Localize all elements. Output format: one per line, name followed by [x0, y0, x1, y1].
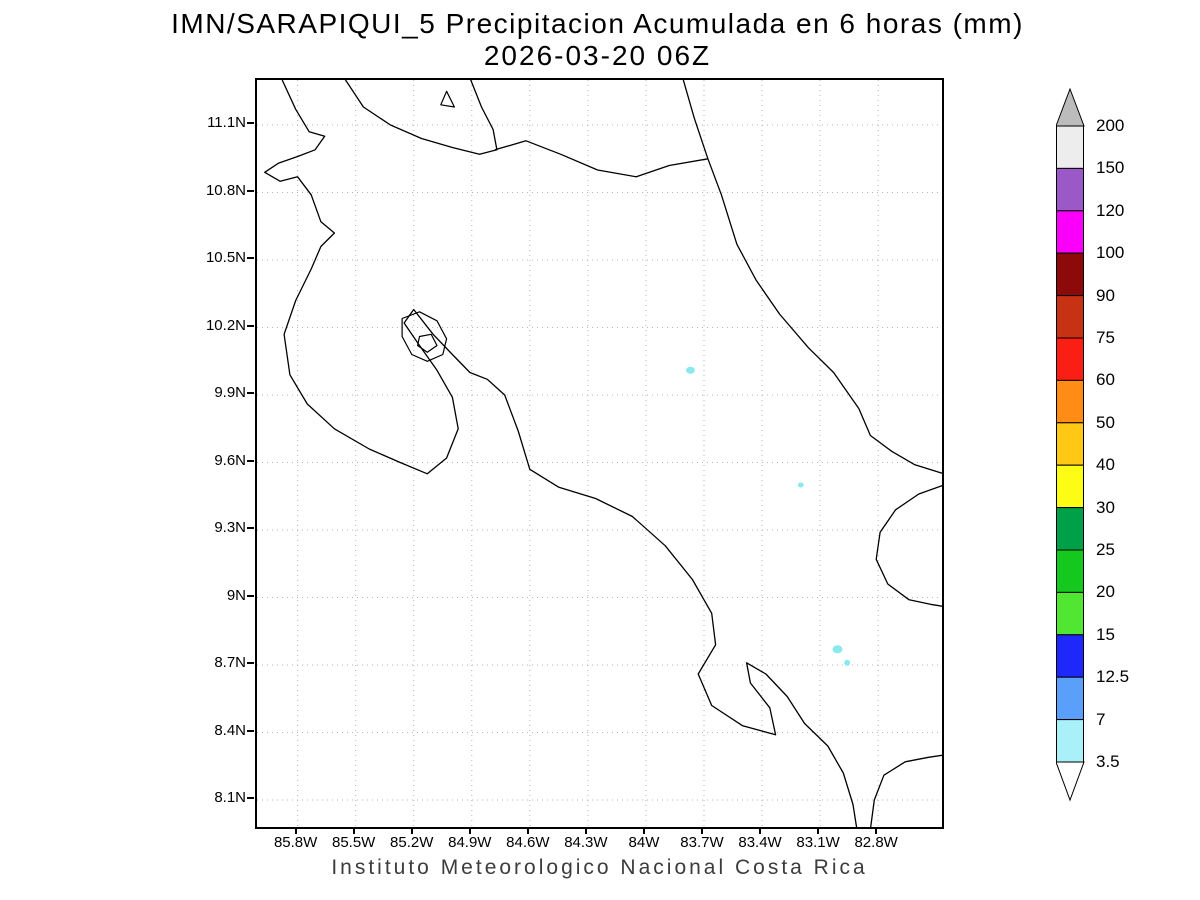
- y-tick-label: 9.9N: [214, 384, 246, 401]
- colorbar-label: 20: [1096, 582, 1115, 602]
- colorbar-label: 200: [1096, 116, 1125, 135]
- x-tick-label: 83.4W: [738, 834, 782, 851]
- colorbar-segment: [1056, 167, 1084, 212]
- colorbar-segment: [1056, 719, 1084, 763]
- colorbar-label: 25: [1096, 540, 1115, 559]
- colorbar-segment: [1056, 507, 1084, 551]
- colorbar-label: 100: [1096, 243, 1125, 263]
- colorbar-label: 60: [1096, 370, 1115, 390]
- colorbar-segment: [1056, 295, 1084, 339]
- colorbar-segment: [1056, 379, 1084, 424]
- y-tick-label: 9N: [226, 586, 246, 604]
- colorbar-segment: [1056, 125, 1084, 169]
- figure-subtitle-datetime: 2026-03-20 06Z: [483, 40, 712, 71]
- colorbar-scale: [1055, 87, 1085, 802]
- x-tick-mark: [584, 827, 587, 834]
- y-tick-label: 11.1N: [207, 114, 246, 131]
- colorbar-label: 90: [1096, 285, 1115, 305]
- y-tick-mark: [247, 392, 254, 394]
- x-tick-label: 85.8W: [273, 834, 318, 851]
- colorbar-segment: [1056, 337, 1084, 381]
- y-tick-mark: [247, 459, 254, 462]
- y-tick-label: 10.2N: [205, 316, 246, 334]
- x-tick-label: 85.2W: [390, 834, 434, 851]
- colorbar-segment: [1056, 591, 1084, 636]
- coastline: [494, 140, 709, 178]
- colorbar-arrow-top: [1055, 87, 1085, 127]
- precip-spot: [797, 482, 804, 488]
- colorbar-label: 120: [1096, 200, 1125, 220]
- x-tick-label: 84W: [628, 834, 660, 851]
- colorbar-segment: [1056, 549, 1084, 593]
- colorbar-label: 150: [1096, 158, 1125, 178]
- x-tick-label: 84.3W: [564, 834, 608, 851]
- figure-title: IMN/SARAPIQUI_5 Precipitacion Acumulada …: [171, 8, 1024, 39]
- y-tick-label: 9.6N: [214, 451, 246, 469]
- y-tick-mark: [247, 594, 254, 597]
- colorbar: 200 150 120 100 90 75 60 50 40 30 25 20 15 12.5 7 3.5: [1055, 87, 1176, 818]
- coastline: [682, 80, 942, 474]
- y-tick-mark: [247, 122, 254, 124]
- colorbar-segment: [1056, 676, 1084, 721]
- x-tick-label: 83.1W: [796, 834, 840, 851]
- coastline: [875, 484, 942, 607]
- y-tick-mark: [247, 189, 254, 192]
- colorbar-label: 30: [1096, 497, 1115, 517]
- colorbar-segment: [1056, 210, 1084, 254]
- colorbar-label: 3.5: [1096, 752, 1120, 771]
- x-tick-label: 85.5W: [331, 834, 376, 851]
- colorbar-label: 12.5: [1096, 667, 1130, 687]
- precip-spot: [832, 645, 843, 654]
- map-canvas: [257, 80, 942, 827]
- x-tick-label: 83.7W: [680, 834, 724, 851]
- y-tick-mark: [247, 324, 254, 327]
- colorbar-label: 50: [1096, 412, 1115, 432]
- x-tick-mark: [700, 827, 703, 834]
- y-tick-mark: [247, 729, 254, 732]
- x-tick-mark: [875, 827, 878, 834]
- island-outline: [417, 333, 438, 353]
- colorbar-arrow-bottom: [1055, 761, 1085, 802]
- x-tick-mark: [294, 827, 297, 834]
- y-tick-mark: [247, 797, 254, 799]
- x-tick-mark: [352, 827, 355, 834]
- y-tick-label: 8.7N: [214, 654, 246, 671]
- x-tick-mark: [759, 827, 762, 834]
- footer-caption: Instituto Meteorologico Nacional Costa R…: [331, 856, 868, 879]
- precip-spot: [685, 366, 695, 374]
- x-tick-mark: [526, 827, 529, 834]
- colorbar-label: 75: [1096, 328, 1115, 347]
- y-tick-label: 8.1N: [214, 789, 246, 806]
- island-outline: [440, 90, 455, 108]
- y-tick-label: 9.3N: [214, 519, 246, 536]
- coastline: [264, 80, 858, 827]
- coastline: [870, 754, 942, 827]
- x-tick-mark: [410, 827, 413, 834]
- island-outline: [401, 311, 448, 362]
- precip-spot: [844, 659, 851, 666]
- x-tick-mark: [817, 827, 820, 834]
- y-tick-mark: [247, 527, 254, 529]
- x-tick-label: 84.9W: [448, 834, 492, 851]
- y-tick-label: 10.5N: [205, 249, 246, 266]
- x-tick-label: 82.8W: [854, 834, 898, 851]
- map-plot-frame: [255, 78, 944, 829]
- colorbar-label: 15: [1096, 624, 1115, 644]
- y-tick-label: 10.8N: [205, 181, 246, 199]
- y-tick-label: 8.4N: [214, 721, 246, 739]
- colorbar-label: 7: [1096, 709, 1106, 729]
- x-tick-mark: [468, 827, 471, 834]
- coastline: [344, 80, 498, 155]
- y-tick-mark: [247, 662, 254, 664]
- colorbar-segment: [1056, 634, 1084, 678]
- colorbar-segment: [1056, 422, 1084, 466]
- colorbar-segment: [1056, 252, 1084, 297]
- colorbar-segment: [1056, 464, 1084, 509]
- x-tick-label: 84.6W: [506, 834, 550, 851]
- colorbar-label: 40: [1096, 455, 1115, 475]
- x-tick-mark: [642, 827, 645, 834]
- y-tick-mark: [247, 257, 254, 259]
